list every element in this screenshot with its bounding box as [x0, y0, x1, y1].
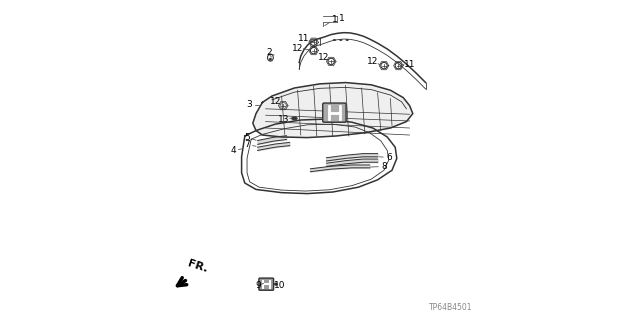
- Text: 11: 11: [404, 60, 415, 68]
- Text: 12: 12: [269, 97, 281, 106]
- Text: 12: 12: [317, 53, 329, 62]
- Text: 11: 11: [298, 34, 310, 43]
- Ellipse shape: [274, 283, 278, 286]
- Polygon shape: [253, 83, 413, 138]
- Text: 12: 12: [367, 57, 378, 66]
- Text: 9: 9: [255, 281, 261, 290]
- FancyBboxPatch shape: [259, 278, 274, 290]
- Text: 13: 13: [278, 115, 290, 124]
- FancyBboxPatch shape: [323, 103, 346, 122]
- Text: 2: 2: [266, 48, 271, 57]
- Ellipse shape: [333, 39, 336, 41]
- Text: 4: 4: [230, 146, 236, 155]
- Text: 8: 8: [381, 162, 387, 171]
- Text: 1: 1: [339, 14, 344, 23]
- Text: 3: 3: [247, 100, 252, 109]
- Text: TP64B4501: TP64B4501: [429, 303, 472, 312]
- Ellipse shape: [292, 117, 297, 120]
- Text: 6: 6: [386, 153, 392, 162]
- Text: 7: 7: [244, 140, 250, 149]
- Ellipse shape: [269, 58, 272, 60]
- Text: FR.: FR.: [187, 258, 209, 274]
- Text: 5: 5: [244, 133, 250, 142]
- Ellipse shape: [346, 39, 349, 41]
- Text: 12: 12: [292, 44, 303, 52]
- Text: 1: 1: [332, 15, 337, 24]
- Ellipse shape: [339, 39, 342, 41]
- Text: 10: 10: [275, 281, 285, 290]
